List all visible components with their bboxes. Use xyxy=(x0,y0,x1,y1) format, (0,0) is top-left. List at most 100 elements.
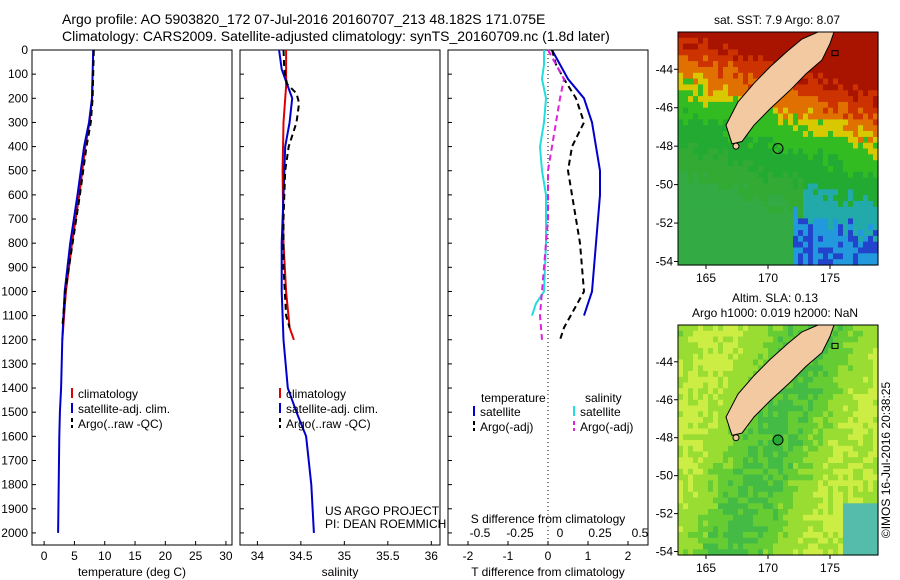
map-x-tick-label: 175 xyxy=(820,271,840,285)
map-cell xyxy=(808,212,814,219)
map-cell xyxy=(678,474,684,481)
map-cell xyxy=(818,235,824,243)
map-cell xyxy=(808,154,814,161)
map-cell xyxy=(793,212,799,219)
map-cell xyxy=(683,183,689,190)
map-cell xyxy=(823,55,829,62)
map-cell xyxy=(688,428,694,435)
map-cell xyxy=(768,474,774,481)
map-cell xyxy=(678,90,684,97)
map-cell xyxy=(803,230,809,237)
map-cell xyxy=(748,457,754,464)
map-cell xyxy=(713,520,719,527)
map-cell xyxy=(733,78,739,85)
map-cell xyxy=(843,336,849,343)
map-cell xyxy=(733,520,739,527)
map-cell xyxy=(843,160,849,167)
map-cell xyxy=(773,131,779,138)
map-cell xyxy=(693,348,699,355)
map-cell xyxy=(758,241,764,249)
map-cell xyxy=(703,177,709,184)
sst-map-title: sat. SST: 7.9 Argo: 8.07 xyxy=(714,13,840,27)
map-cell xyxy=(828,353,834,361)
map-cell xyxy=(768,405,774,412)
map-cell xyxy=(868,503,874,510)
map-cell xyxy=(833,486,839,493)
map-cell xyxy=(853,241,859,249)
map-cell xyxy=(848,142,854,150)
map-cell xyxy=(843,241,849,249)
map-cell xyxy=(703,32,709,39)
map-cell xyxy=(773,526,779,533)
map-cell xyxy=(783,474,789,481)
map-cell xyxy=(863,78,869,85)
map-cell xyxy=(773,206,779,214)
map-cell xyxy=(708,247,714,254)
map-cell xyxy=(768,189,774,196)
map-cell xyxy=(698,189,704,196)
map-cell xyxy=(803,451,809,458)
map-cell xyxy=(853,218,859,225)
map-cell xyxy=(848,503,854,510)
map-cell xyxy=(748,67,754,74)
map-cell xyxy=(763,422,769,430)
map-cell xyxy=(743,543,749,550)
map-cell xyxy=(858,353,864,361)
map-cell xyxy=(818,543,824,550)
map-cell xyxy=(818,549,824,556)
map-cell xyxy=(853,160,859,167)
map-cell xyxy=(818,171,824,179)
map-cell xyxy=(738,509,744,516)
map-cell xyxy=(838,154,844,161)
map-cell xyxy=(743,486,749,493)
map-cell xyxy=(863,549,869,556)
map-cell xyxy=(833,96,839,103)
map-cell xyxy=(803,119,809,126)
map-cell xyxy=(813,125,819,132)
map-cell xyxy=(723,543,729,550)
map-cell xyxy=(828,218,834,225)
map-cell xyxy=(828,399,834,407)
map-cell xyxy=(733,177,739,184)
map-cell xyxy=(718,113,724,120)
map-cell xyxy=(713,486,719,493)
map-x-tick-label: 175 xyxy=(820,561,840,575)
map-cell xyxy=(743,230,749,237)
map-cell xyxy=(788,107,794,115)
map-cell xyxy=(688,101,694,109)
map-cell xyxy=(863,166,869,173)
map-cell xyxy=(813,189,819,196)
map-cell xyxy=(853,72,859,80)
map-cell xyxy=(768,503,774,510)
map-cell xyxy=(823,480,829,487)
map-cell xyxy=(718,405,724,412)
map-cell xyxy=(823,101,829,109)
map-cell xyxy=(788,457,794,464)
map-cell xyxy=(743,43,749,50)
map-cell xyxy=(758,49,764,56)
map-cell xyxy=(858,113,864,120)
map-cell xyxy=(843,61,849,68)
map-cell xyxy=(678,55,684,62)
map-cell xyxy=(793,325,799,332)
map-cell xyxy=(768,330,774,338)
map-cell xyxy=(843,101,849,109)
map-cell xyxy=(783,330,789,338)
map-cell xyxy=(783,486,789,493)
map-cell xyxy=(813,520,819,527)
map-cell xyxy=(818,259,824,266)
map-cell xyxy=(688,177,694,184)
map-cell xyxy=(738,49,744,56)
map-cell xyxy=(718,96,724,103)
map-cell xyxy=(678,480,684,487)
y-tick-label: 900 xyxy=(8,260,28,274)
map-cell xyxy=(693,382,699,389)
map-cell xyxy=(848,183,854,190)
map-y-tick-label: -44 xyxy=(656,62,674,76)
map-cell xyxy=(838,526,844,533)
map-cell xyxy=(758,526,764,533)
map-cell xyxy=(783,119,789,126)
map-cell xyxy=(783,440,789,447)
map-cell xyxy=(803,405,809,412)
map-cell xyxy=(868,224,874,231)
